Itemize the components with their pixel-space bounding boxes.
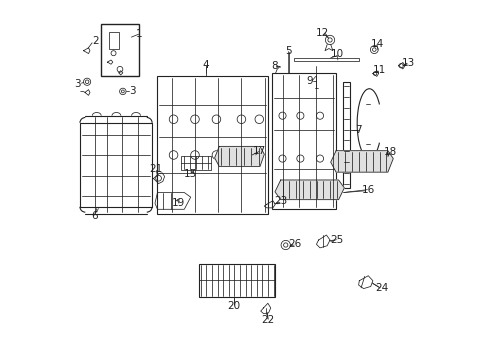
Bar <box>101 23 139 76</box>
Polygon shape <box>275 180 344 200</box>
Bar <box>294 58 359 62</box>
Text: 10: 10 <box>331 49 343 59</box>
Text: 5: 5 <box>285 46 292 56</box>
Text: 21: 21 <box>149 164 162 174</box>
Bar <box>272 73 336 208</box>
Text: 18: 18 <box>384 147 397 157</box>
Bar <box>181 156 211 170</box>
Bar <box>157 76 268 214</box>
Text: 11: 11 <box>372 65 386 75</box>
Text: 4: 4 <box>202 60 209 70</box>
Text: 3: 3 <box>74 78 80 89</box>
Text: 16: 16 <box>362 185 375 195</box>
Text: 8: 8 <box>271 61 278 71</box>
Text: 13: 13 <box>402 58 415 68</box>
Text: 6: 6 <box>92 211 98 221</box>
Text: 9: 9 <box>307 76 313 86</box>
Text: 3: 3 <box>129 86 136 96</box>
Bar <box>109 32 119 49</box>
Text: 17: 17 <box>253 147 266 157</box>
Text: 25: 25 <box>331 235 344 245</box>
Text: 15: 15 <box>184 168 197 179</box>
Bar <box>343 82 350 188</box>
Text: 1: 1 <box>136 28 143 39</box>
Text: 22: 22 <box>261 315 274 325</box>
Text: 26: 26 <box>289 239 302 249</box>
Text: 20: 20 <box>228 301 241 311</box>
Polygon shape <box>331 151 393 172</box>
Text: 12: 12 <box>316 28 329 38</box>
Text: 24: 24 <box>375 283 388 293</box>
Text: 7: 7 <box>355 125 362 135</box>
Text: 14: 14 <box>370 39 384 49</box>
Bar <box>198 264 275 297</box>
Text: 23: 23 <box>274 197 287 206</box>
Text: 19: 19 <box>172 198 185 208</box>
Text: 2: 2 <box>93 36 99 46</box>
Polygon shape <box>215 147 264 166</box>
